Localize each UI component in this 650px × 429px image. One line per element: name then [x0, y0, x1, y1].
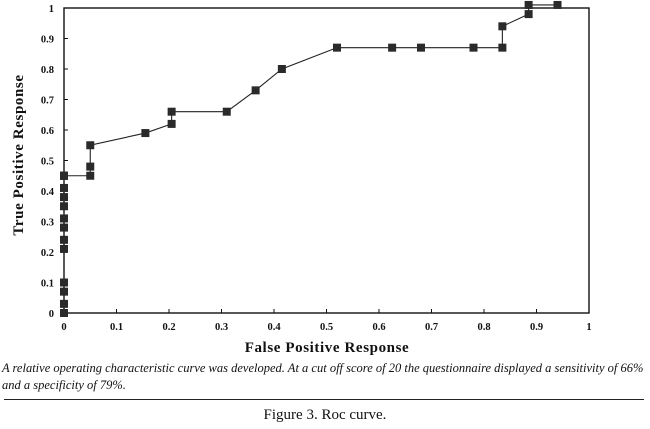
roc-point [60, 171, 68, 180]
roc-point [524, 10, 533, 19]
roc-point [524, 0, 533, 9]
roc-point [60, 299, 68, 308]
roc-point [60, 223, 68, 232]
plot-frame [63, 7, 590, 314]
roc-series [60, 0, 562, 317]
roc-point [167, 119, 176, 128]
roc-point [60, 193, 68, 202]
roc-point [60, 278, 68, 287]
roc-point [498, 22, 507, 31]
roc-point [167, 107, 176, 116]
y-tick-label: 0.6 [41, 126, 54, 137]
roc-point [498, 43, 507, 52]
y-tick-label: 0.8 [41, 65, 54, 76]
roc-point [60, 202, 68, 211]
y-axis-ticks: 0 0.1 0.2 0.3 0.4 0.5 0.6 0.7 0.8 0.9 1 [41, 4, 68, 320]
x-axis-title: False Positive Response [245, 340, 410, 356]
roc-point [333, 43, 341, 52]
y-tick-label: 0.4 [41, 187, 55, 198]
y-tick-label: 1 [49, 4, 54, 15]
figure-caption: A relative operating characteristic curv… [2, 361, 644, 392]
x-tick-label: 0.2 [162, 322, 175, 333]
y-tick-label: 0.3 [41, 218, 54, 229]
roc-point [86, 171, 95, 180]
roc-point [277, 65, 286, 73]
x-tick-label: 0.8 [477, 322, 490, 333]
x-tick-label: 1 [586, 322, 591, 333]
x-tick-label: 0.4 [267, 322, 281, 333]
y-tick-label: 0.9 [41, 35, 54, 46]
roc-point [388, 43, 397, 52]
roc-point [222, 107, 231, 116]
roc-point [60, 309, 68, 317]
roc-point [60, 287, 68, 296]
y-axis-title: True Positive Response [11, 74, 27, 235]
figure-label: Figure 3. Roc curve. [263, 407, 387, 423]
roc-line [63, 4, 558, 313]
x-tick-label: 0.3 [215, 322, 228, 333]
roc-point [60, 214, 68, 223]
x-tick-label: 0.1 [110, 322, 123, 333]
x-axis-ticks: 0 0.1 0.2 0.3 0.4 0.5 0.6 0.7 0.8 0.9 1 [61, 309, 592, 333]
roc-point [553, 0, 562, 9]
roc-point [417, 43, 425, 52]
x-tick-label: 0.9 [530, 322, 543, 333]
roc-point [60, 235, 68, 244]
roc-point [86, 162, 95, 171]
x-tick-label: 0.5 [320, 322, 333, 333]
x-tick-label: 0.7 [425, 322, 438, 333]
caption-divider [4, 399, 644, 400]
roc-chart: 0 0.1 0.2 0.3 0.4 0.5 0.6 0.7 0.8 0.9 1 0 0.1 0.2 0.3… [11, 0, 592, 356]
roc-point [60, 183, 68, 192]
y-tick-label: 0.2 [41, 248, 54, 259]
roc-point [86, 141, 95, 150]
y-tick-label: 0.1 [41, 279, 54, 290]
roc-point [141, 129, 150, 138]
roc-point [60, 244, 68, 253]
x-tick-label: 0 [61, 322, 66, 333]
roc-point [251, 86, 260, 95]
y-tick-label: 0 [49, 309, 54, 320]
roc-point [469, 43, 478, 52]
y-tick-label: 0.5 [41, 157, 54, 168]
y-tick-label: 0.7 [41, 96, 54, 107]
x-tick-label: 0.6 [372, 322, 385, 333]
